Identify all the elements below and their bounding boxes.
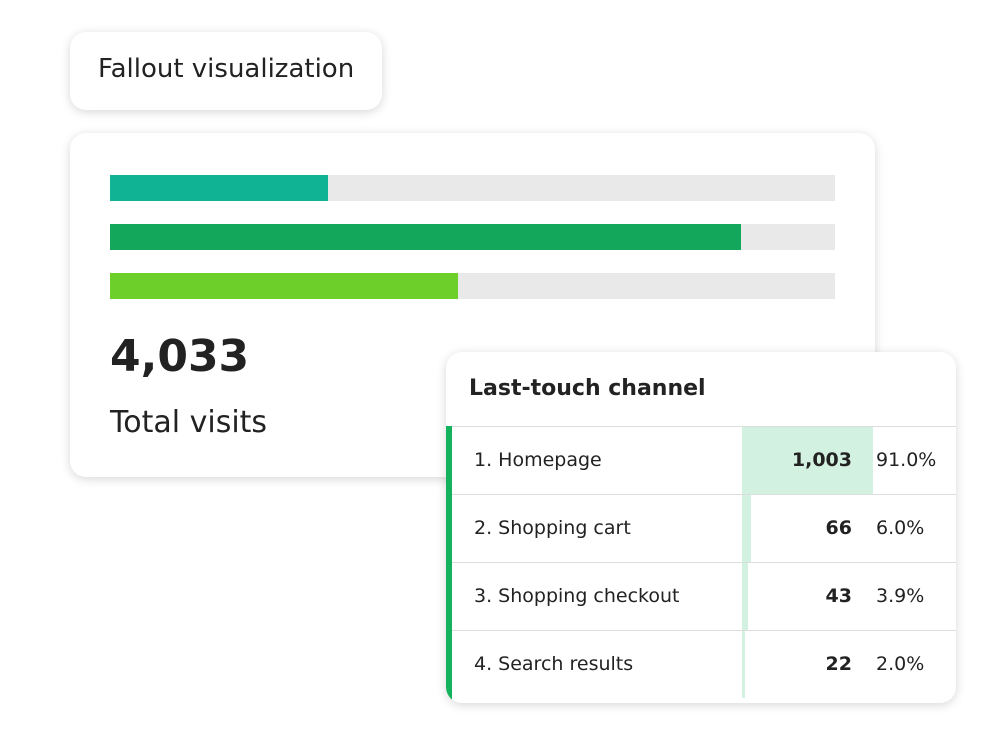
row-label: 1. Homepage xyxy=(474,449,602,471)
row-count: 22 xyxy=(825,653,852,675)
label-card: Fallout visualization xyxy=(70,32,382,110)
row-percent: 91.0% xyxy=(876,449,937,471)
share-bar xyxy=(742,563,748,630)
share-bar xyxy=(742,427,874,494)
table-row: 2. Shopping cart 66 6.0% xyxy=(452,494,956,562)
accent-bar xyxy=(446,426,452,703)
share-bar xyxy=(742,631,745,698)
row-percent: 2.0% xyxy=(876,653,925,675)
bar xyxy=(110,224,741,250)
row-percent: 6.0% xyxy=(876,517,925,539)
bar xyxy=(110,273,458,299)
visualization-title: Fallout visualization xyxy=(98,54,355,84)
row-count: 66 xyxy=(825,517,852,539)
row-count: 1,003 xyxy=(791,449,852,471)
total-label: Total visits xyxy=(110,405,268,440)
total-value: 4,033 xyxy=(110,331,250,382)
row-percent: 3.9% xyxy=(876,585,925,607)
bar xyxy=(110,175,328,201)
bar-track xyxy=(110,224,835,250)
row-label: 3. Shopping checkout xyxy=(474,585,680,607)
share-bar xyxy=(742,495,751,562)
row-label: 2. Shopping cart xyxy=(474,517,631,539)
row-label: 4. Search results xyxy=(474,653,634,675)
table-row: 4. Search results 22 2.0% xyxy=(452,630,956,698)
summary-card: 4,033 Total visits xyxy=(70,133,875,477)
row-count: 43 xyxy=(825,585,852,607)
bar-track xyxy=(110,175,835,201)
table-row: 1. Homepage 1,003 91.0% xyxy=(452,426,956,494)
table-row: 3. Shopping checkout 43 3.9% xyxy=(452,562,956,630)
channel-table: Last-touch channel 1. Homepage 1,003 91.0%… xyxy=(446,352,956,703)
table-title: Last-touch channel xyxy=(469,376,706,401)
bar-track xyxy=(110,273,835,299)
